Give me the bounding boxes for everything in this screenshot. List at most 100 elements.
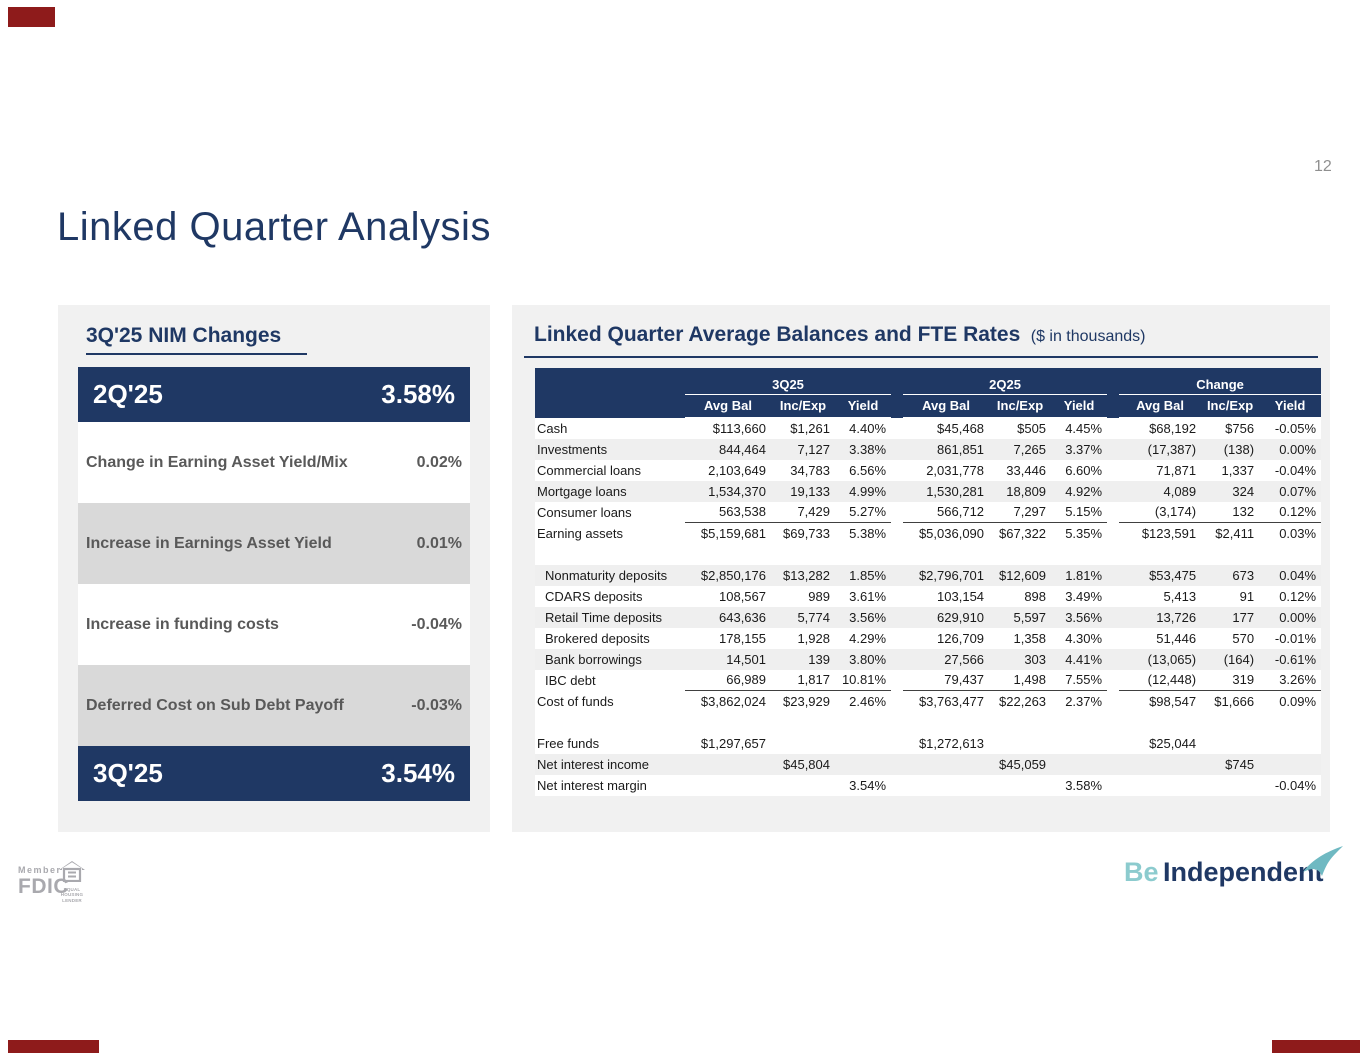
cell-value: $1,261 (790, 420, 830, 436)
cell-value: $123,591 (1141, 525, 1197, 541)
brand-independent-text: Independent (1162, 857, 1324, 887)
cell-value: 132 (1201, 501, 1260, 523)
cell-value: $22,263 (999, 693, 1047, 709)
header-gap (1107, 368, 1119, 395)
cell-value: $98,547 (1149, 693, 1197, 709)
cell-value: 7,265 (1013, 441, 1047, 457)
cell-value: 6.56% (849, 462, 887, 478)
balances-table-header: 3Q25 2Q25 Change Avg Bal Inc/Exp Yield A… (535, 368, 1322, 418)
table-row: Mortgage loans 1,534,370 19,133 4.99% 1,530,… (535, 480, 1322, 502)
group-header-change: Change (1119, 368, 1322, 395)
equal-housing-house-icon (58, 861, 86, 886)
cell-value: 1,817 (771, 669, 835, 691)
table-row: Bank borrowings 14,501 139 3.80% 27,566 303 4.… (535, 648, 1322, 670)
cell-value: 126,709 (937, 630, 985, 646)
row-label: Commercial loans (537, 462, 642, 478)
column-gap (891, 607, 903, 628)
balances-table-body: Cash $113,660 $1,261 4.40% $45,468 $505 4.45% $… (535, 417, 1322, 796)
cell-value: 324 (1232, 483, 1255, 499)
cell-value (835, 754, 891, 775)
cell-value: $13,282 (783, 567, 830, 583)
table-row: Brokered deposits 178,155 1,928 4.29% 126,70… (535, 627, 1322, 649)
row-label: IBC debt (545, 672, 596, 688)
cell-value: 566,712 (903, 501, 990, 523)
balances-table: 3Q25 2Q25 Change Avg Bal Inc/Exp Yield A… (535, 368, 1322, 796)
cell-value: -0.05% (1274, 420, 1317, 436)
cell-value: (164) (1223, 651, 1255, 667)
cell-value: 1,498 (989, 669, 1052, 691)
cell-value: 7.55% (1051, 669, 1108, 691)
cell-value: 0.09% (1279, 693, 1317, 709)
table-row: CDARS deposits 108,567 989 3.61% 103,154 898 3… (535, 585, 1322, 607)
table-row: Retail Time deposits 643,636 5,774 3.56% 629… (535, 606, 1322, 628)
column-gap (891, 754, 903, 775)
table-row: Nonmaturity deposits $2,850,176 $13,282 1.8… (535, 564, 1322, 586)
nim-row: 3Q'25 3.54% (78, 746, 470, 801)
cell-value: 3.56% (1065, 609, 1103, 625)
balances-panel-heading: Linked Quarter Average Balances and FTE … (534, 323, 1021, 346)
cell-value: 14,501 (726, 651, 766, 667)
cell-value: 5.15% (1051, 501, 1108, 523)
col-header-avg-bal: Avg Bal (1119, 394, 1202, 418)
cell-value: 33,446 (1006, 462, 1047, 478)
cell-value: 3.49% (1065, 588, 1103, 604)
cell-value: $25,044 (1149, 735, 1197, 751)
table-row: Free funds $1,297,657 $1,272,613 $25,044 (535, 732, 1322, 754)
cell-value: 4.30% (1065, 630, 1103, 646)
nim-row-value: -0.03% (411, 696, 462, 714)
column-gap (891, 733, 903, 754)
cell-value: 4.92% (1065, 483, 1103, 499)
row-label: Investments (537, 441, 608, 457)
row-label: Earning assets (537, 525, 623, 541)
cell-value: $745 (1225, 756, 1255, 772)
row-label: Bank borrowings (545, 651, 642, 667)
cell-value: -0.04% (1274, 777, 1317, 793)
cell-value: -0.04% (1274, 462, 1317, 478)
equal-housing-lender-logo: EQUAL HOUSING LENDER (57, 860, 87, 903)
row-label: Free funds (537, 735, 600, 751)
cell-value: 71,871 (1156, 462, 1197, 478)
label-column-subheader (535, 395, 685, 418)
nim-row: 2Q'25 3.58% (78, 367, 470, 422)
cell-value (1201, 775, 1259, 796)
cell-value: 1,928 (797, 630, 830, 646)
column-gap (891, 628, 903, 649)
column-gap (891, 691, 903, 712)
cell-value (1201, 733, 1259, 754)
cell-value: 1,530,281 (926, 483, 985, 499)
cell-value: 177 (1232, 609, 1255, 625)
cell-value (835, 733, 891, 754)
spacer-row (535, 543, 1322, 565)
cell-value: 13,726 (1156, 609, 1197, 625)
nim-row: Change in Earning Asset Yield/Mix 0.02% (78, 422, 470, 503)
cell-value (685, 754, 771, 775)
cell-value: 5,413 (1163, 588, 1197, 604)
cell-value (903, 754, 989, 775)
nim-row-label: Change in Earning Asset Yield/Mix (86, 453, 348, 471)
cell-value: 673 (1232, 567, 1255, 583)
cell-value: -0.61% (1274, 651, 1317, 667)
cell-value (771, 733, 835, 754)
nim-row-label: Increase in funding costs (86, 615, 279, 633)
cell-value: 34,783 (790, 462, 830, 478)
cell-value: $45,059 (999, 756, 1047, 772)
cell-value (1259, 733, 1321, 754)
cell-value: 3.80% (849, 651, 887, 667)
cell-value (1119, 754, 1201, 775)
cell-value: $113,660 (712, 420, 766, 436)
column-gap (1107, 418, 1119, 439)
cell-value: 3.56% (849, 609, 887, 625)
row-label: Cost of funds (537, 693, 614, 709)
column-gap (1107, 670, 1119, 691)
equal-housing-line2: LENDER (62, 897, 82, 903)
row-label: Net interest margin (537, 777, 647, 793)
table-row: Net interest margin 3.54% 3.58% -0.04% (535, 774, 1322, 796)
cell-value: 4.41% (1065, 651, 1103, 667)
column-gap (891, 502, 903, 523)
heading-rule (524, 356, 1318, 358)
cell-value: 4.40% (849, 420, 887, 436)
cell-value (1051, 754, 1107, 775)
cell-value (771, 775, 835, 796)
cell-value: 3.54% (849, 777, 887, 793)
header-gap (891, 368, 903, 395)
